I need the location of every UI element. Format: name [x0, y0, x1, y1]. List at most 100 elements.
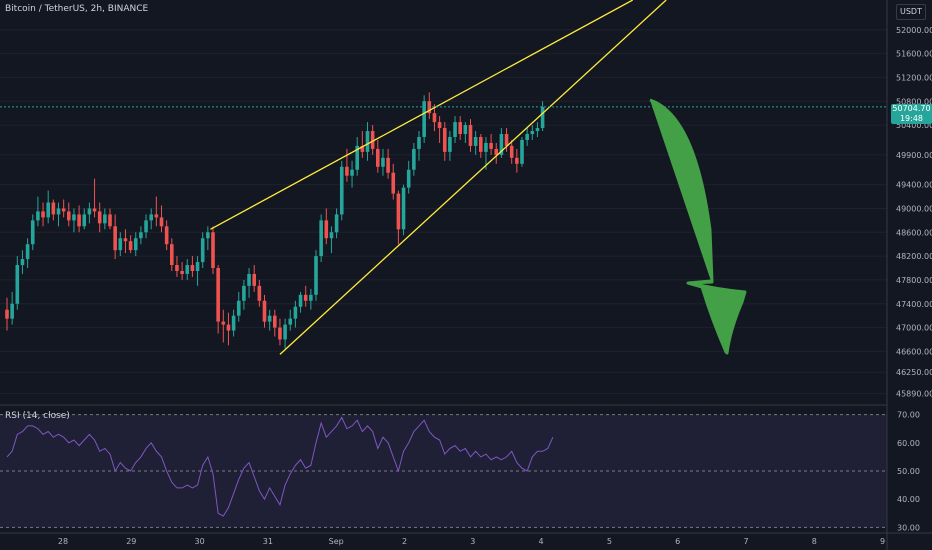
- time-tick-label: 6: [675, 537, 680, 546]
- candle-body: [133, 238, 138, 251]
- candle-body: [370, 131, 375, 149]
- candle-body: [180, 270, 184, 274]
- candle-body: [170, 244, 174, 266]
- candle-body: [195, 262, 200, 271]
- price-tick-label: 46250.00: [896, 368, 932, 377]
- candle-body: [216, 268, 220, 322]
- time-tick-label: 31: [263, 537, 273, 546]
- wedge-trendline: [210, 0, 634, 230]
- candle-body: [386, 157, 390, 173]
- candle-body: [149, 214, 153, 221]
- candle-body: [139, 232, 143, 239]
- rsi-axis: 70.00 60.00 50.00 40.00 30.00: [897, 411, 920, 533]
- candle-body: [422, 101, 426, 137]
- candles: [5, 92, 545, 349]
- candle-body: [185, 265, 190, 274]
- rsi-label: RSI (14, close): [5, 411, 70, 421]
- candle-body: [365, 131, 370, 152]
- candle-body: [41, 211, 45, 218]
- candle-body: [206, 232, 210, 239]
- candle-body: [417, 136, 421, 149]
- candle-body: [103, 214, 107, 224]
- wedge-trendline: [279, 0, 667, 355]
- price-tick-label: 48200.00: [896, 252, 932, 261]
- candle-body: [345, 166, 349, 176]
- candle-body: [525, 134, 529, 140]
- candle-body: [360, 145, 365, 152]
- candle-body: [329, 232, 334, 239]
- candle-body: [92, 208, 97, 212]
- candle-body: [190, 265, 195, 271]
- time-tick-label: 8: [812, 537, 817, 546]
- candle-body: [355, 145, 359, 170]
- candle-body: [473, 136, 478, 146]
- candle-body: [535, 128, 540, 132]
- price-tick-label: 50800.00: [896, 97, 932, 106]
- rsi-tick-label: 70.00: [897, 411, 920, 420]
- candle-body: [242, 285, 246, 301]
- rsi-tick-label: 30.00: [897, 523, 920, 532]
- candle-body: [113, 226, 117, 251]
- candle-body: [530, 131, 535, 135]
- candle-body: [448, 136, 452, 152]
- time-tick-label: 7: [743, 537, 748, 546]
- candle-body: [87, 208, 92, 215]
- candle-body: [82, 214, 87, 227]
- candle-body: [314, 256, 318, 295]
- price-axis: 52000.00 51600.00 51200.00 50800.00 50400.00…: [896, 26, 932, 399]
- candle-body: [479, 136, 483, 152]
- candle-body: [520, 139, 524, 164]
- candle-body: [401, 187, 406, 230]
- time-tick-label: 28: [58, 537, 68, 546]
- candle-body: [5, 309, 9, 319]
- time-tick-label: 30: [195, 537, 205, 546]
- currency-badge[interactable]: USDT: [896, 4, 926, 20]
- candle-body: [339, 166, 344, 215]
- candle-body: [509, 145, 514, 158]
- time-tick-label: 2: [402, 537, 407, 546]
- candle-body: [293, 306, 298, 319]
- candle-body: [108, 214, 112, 227]
- candle-body: [118, 238, 123, 251]
- candle-body: [56, 208, 61, 215]
- rsi-line: [6, 416, 554, 517]
- price-tick-label: 47000.00: [896, 324, 932, 333]
- candle-body: [334, 214, 339, 233]
- bearish-projection-arrow: [649, 98, 747, 355]
- price-tick-label: 48600.00: [896, 228, 932, 237]
- time-tick-label: 4: [539, 537, 544, 546]
- candle-body: [350, 169, 354, 176]
- price-tick-label: 51200.00: [896, 73, 932, 82]
- candle-body: [257, 285, 262, 301]
- candle-body: [51, 202, 56, 215]
- candle-body: [303, 294, 308, 301]
- candle-body: [412, 148, 416, 170]
- candle-body: [540, 106, 545, 129]
- time-tick-label: 5: [607, 537, 612, 546]
- candle-body: [278, 327, 282, 340]
- candle-body: [159, 217, 164, 227]
- rsi-tick-label: 40.00: [897, 495, 920, 504]
- candle-body: [432, 113, 437, 123]
- rsi-tick-label: 50.00: [897, 467, 920, 476]
- chart-title: Bitcoin / TetherUS, 2h, BINANCE: [5, 4, 149, 14]
- candle-body: [154, 214, 159, 218]
- candle-body: [25, 244, 30, 260]
- candle-body: [453, 122, 457, 137]
- candle-body: [221, 321, 226, 325]
- candle-body: [298, 294, 303, 307]
- candle-body: [252, 273, 256, 286]
- candle-body: [128, 241, 133, 251]
- candle-body: [15, 265, 20, 304]
- candle-body: [236, 300, 241, 316]
- candle-body: [30, 220, 35, 245]
- price-tick-label: 51600.00: [896, 50, 932, 59]
- candle-body: [231, 315, 236, 331]
- candle-body: [391, 172, 396, 194]
- candle-body: [164, 226, 169, 245]
- candle-body: [123, 238, 128, 242]
- candle-body: [46, 202, 50, 218]
- candle-body: [504, 134, 509, 146]
